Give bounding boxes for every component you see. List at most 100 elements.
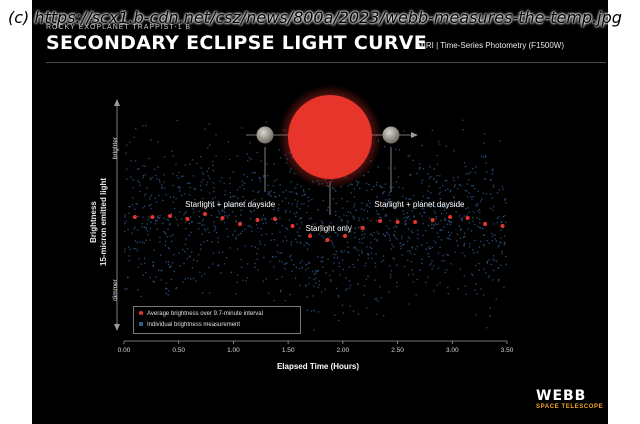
individual-measurement-point: [460, 184, 462, 187]
individual-measurement-point: [442, 255, 444, 257]
individual-measurement-point: [204, 273, 206, 275]
individual-measurement-point: [130, 160, 132, 162]
individual-measurement-point: [384, 235, 386, 237]
individual-measurement-point: [421, 262, 423, 264]
individual-measurement-point: [125, 152, 127, 154]
individual-measurement-point: [409, 154, 411, 157]
individual-measurement-point: [431, 223, 433, 225]
individual-measurement-point: [263, 175, 265, 177]
individual-measurement-point: [461, 219, 463, 221]
individual-measurement-point: [483, 142, 485, 144]
individual-measurement-point: [352, 310, 355, 312]
individual-measurement-point: [446, 254, 448, 256]
individual-measurement-point: [282, 240, 284, 242]
individual-measurement-point: [322, 256, 324, 258]
individual-measurement-point: [429, 166, 431, 168]
individual-measurement-point: [418, 168, 421, 170]
individual-measurement-point: [182, 175, 184, 177]
individual-measurement-point: [501, 253, 503, 255]
individual-measurement-point: [390, 276, 392, 278]
individual-measurement-point: [142, 165, 144, 167]
individual-measurement-point: [461, 252, 464, 254]
individual-measurement-point: [245, 280, 247, 282]
individual-measurement-point: [430, 203, 432, 205]
individual-measurement-point: [494, 238, 496, 240]
individual-measurement-point: [258, 176, 261, 179]
individual-measurement-point: [138, 168, 140, 170]
individual-measurement-point: [395, 148, 397, 150]
individual-measurement-point: [346, 241, 349, 243]
individual-measurement-point: [126, 168, 128, 170]
x-tick-label: 1.00: [227, 347, 240, 354]
individual-measurement-point: [262, 203, 264, 206]
individual-measurement-point: [166, 218, 168, 221]
individual-measurement-point: [260, 160, 262, 162]
individual-measurement-point: [433, 224, 435, 226]
individual-measurement-point: [207, 181, 209, 184]
individual-measurement-point: [434, 222, 436, 224]
individual-measurement-point: [214, 196, 216, 199]
individual-measurement-point: [398, 149, 401, 151]
individual-measurement-point: [215, 134, 217, 136]
individual-measurement-point: [181, 218, 183, 220]
individual-measurement-point: [291, 270, 293, 272]
individual-measurement-point: [317, 270, 319, 272]
individual-measurement-point: [307, 205, 309, 207]
individual-measurement-point: [313, 278, 315, 281]
individual-measurement-point: [332, 253, 335, 255]
individual-measurement-point: [475, 264, 477, 267]
individual-measurement-point: [268, 292, 270, 294]
individual-measurement-point: [419, 167, 421, 169]
average-brightness-point: [378, 219, 383, 223]
individual-measurement-point: [432, 227, 434, 229]
individual-measurement-point: [289, 171, 291, 173]
individual-measurement-point: [429, 264, 431, 266]
individual-measurement-point: [133, 228, 135, 230]
individual-measurement-point: [301, 267, 303, 269]
individual-measurement-point: [445, 219, 447, 221]
individual-measurement-point: [404, 221, 406, 223]
individual-measurement-point: [299, 284, 301, 287]
individual-measurement-point: [163, 174, 165, 176]
individual-measurement-point: [267, 184, 269, 186]
individual-measurement-point: [200, 167, 202, 169]
individual-measurement-point: [136, 203, 138, 205]
individual-measurement-point: [495, 298, 497, 300]
individual-measurement-point: [410, 261, 413, 263]
individual-measurement-point: [388, 234, 391, 237]
individual-measurement-point: [340, 219, 342, 221]
individual-measurement-point: [150, 221, 152, 223]
individual-measurement-point: [319, 231, 321, 233]
x-tick-label: 2.00: [337, 347, 350, 354]
individual-measurement-point: [177, 186, 179, 189]
individual-measurement-point: [491, 209, 494, 211]
individual-measurement-point: [259, 240, 261, 242]
individual-measurement-point: [241, 184, 244, 186]
individual-measurement-point: [393, 226, 395, 229]
individual-measurement-point: [410, 198, 412, 200]
individual-measurement-point: [324, 288, 326, 290]
individual-measurement-point: [450, 221, 452, 224]
average-brightness-point: [483, 222, 488, 226]
average-brightness-point: [325, 238, 330, 242]
individual-measurement-point: [333, 188, 335, 190]
individual-measurement-point: [443, 260, 446, 262]
individual-measurement-point: [231, 205, 233, 207]
average-brightness-point: [343, 234, 347, 238]
individual-measurement-point: [155, 276, 157, 278]
individual-measurement-point: [254, 263, 256, 265]
individual-measurement-point: [128, 212, 130, 215]
individual-measurement-point: [140, 295, 142, 297]
individual-measurement-point: [134, 226, 136, 228]
individual-measurement-point: [413, 215, 415, 217]
individual-measurement-point: [251, 179, 253, 181]
individual-measurement-point: [217, 201, 219, 203]
individual-measurement-point: [467, 207, 469, 209]
individual-measurement-point: [285, 197, 287, 199]
individual-measurement-point: [384, 215, 386, 217]
individual-measurement-point: [280, 157, 282, 159]
individual-measurement-point: [289, 256, 291, 258]
individual-measurement-point: [330, 239, 332, 242]
individual-measurement-point: [485, 156, 487, 158]
average-brightness-point: [168, 214, 172, 218]
